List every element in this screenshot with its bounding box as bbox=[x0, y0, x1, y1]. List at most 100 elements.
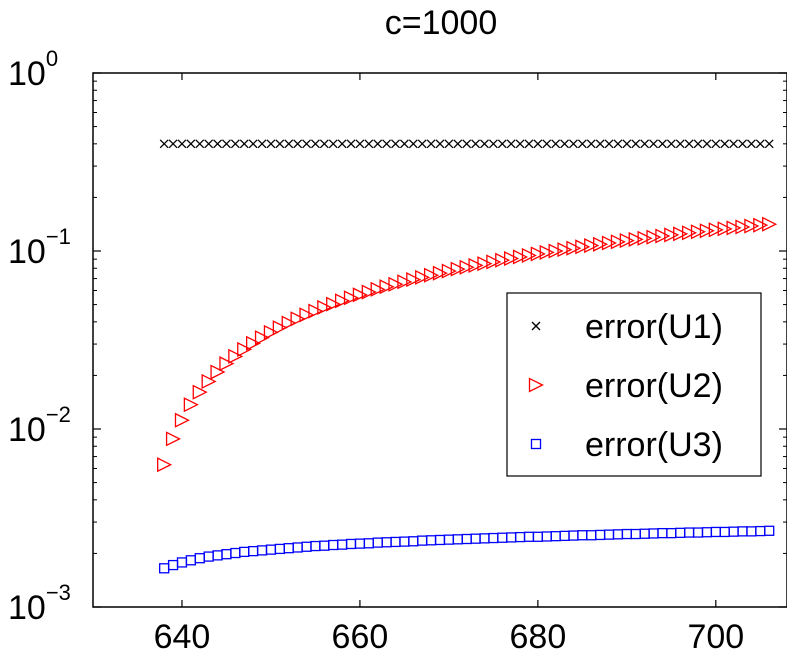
data-point bbox=[515, 139, 525, 149]
data-point bbox=[711, 139, 721, 149]
data-point bbox=[471, 139, 481, 149]
data-point bbox=[521, 247, 537, 264]
data-point bbox=[681, 225, 698, 241]
data-point bbox=[326, 296, 342, 312]
data-point bbox=[495, 252, 511, 268]
x-tick-label: 680 bbox=[510, 618, 567, 654]
series-1 bbox=[159, 139, 774, 149]
data-point bbox=[628, 231, 644, 247]
data-point bbox=[664, 227, 680, 243]
data-point bbox=[423, 267, 440, 283]
data-point bbox=[168, 139, 178, 149]
data-point bbox=[213, 139, 223, 149]
data-point bbox=[646, 229, 662, 245]
data-point bbox=[399, 139, 409, 149]
data-point bbox=[601, 235, 618, 251]
data-point bbox=[290, 311, 306, 327]
data-point bbox=[370, 281, 386, 297]
data-point bbox=[272, 320, 288, 336]
data-point bbox=[361, 284, 377, 300]
data-point bbox=[157, 457, 173, 473]
data-point bbox=[195, 139, 205, 149]
legend: error(U1) error(U2) error(U3) bbox=[506, 292, 762, 477]
data-point bbox=[738, 139, 747, 149]
legend-box bbox=[506, 292, 762, 477]
data-point bbox=[165, 431, 182, 447]
data-point bbox=[408, 139, 418, 149]
legend-marker bbox=[531, 321, 541, 331]
data-point bbox=[631, 139, 641, 149]
data-point bbox=[210, 364, 226, 380]
data-point bbox=[657, 139, 667, 149]
data-point bbox=[192, 384, 208, 400]
data-point bbox=[337, 139, 347, 149]
data-point bbox=[764, 525, 775, 536]
data-point bbox=[755, 139, 765, 149]
data-point bbox=[524, 139, 534, 149]
data-point bbox=[204, 139, 214, 149]
data-point bbox=[708, 222, 724, 238]
data-point bbox=[504, 250, 520, 267]
data-point bbox=[468, 257, 484, 273]
data-point bbox=[512, 249, 529, 265]
data-point bbox=[746, 139, 756, 149]
legend-marker bbox=[530, 438, 542, 450]
data-point bbox=[352, 287, 368, 303]
data-point bbox=[246, 335, 262, 351]
data-point bbox=[308, 303, 324, 319]
y-tick-label: 10−2 bbox=[8, 402, 71, 449]
data-point bbox=[595, 139, 605, 149]
series-3 bbox=[159, 525, 775, 574]
data-point bbox=[266, 139, 276, 149]
data-point bbox=[717, 221, 733, 237]
data-point bbox=[426, 139, 436, 149]
data-point bbox=[577, 139, 587, 149]
series-layer bbox=[157, 139, 778, 574]
data-point bbox=[655, 228, 671, 244]
data-point bbox=[284, 139, 294, 149]
x-tick-label: 660 bbox=[332, 618, 389, 654]
data-point bbox=[566, 240, 582, 256]
data-point bbox=[542, 139, 552, 149]
data-point bbox=[693, 139, 703, 149]
data-point bbox=[593, 236, 609, 252]
data-point bbox=[551, 139, 561, 149]
data-point bbox=[237, 341, 253, 357]
data-point bbox=[666, 139, 676, 149]
data-point bbox=[364, 139, 374, 149]
y-tick-label: 10−3 bbox=[8, 580, 71, 627]
x-tick-label: 700 bbox=[687, 618, 744, 654]
data-point bbox=[533, 139, 543, 149]
data-point bbox=[539, 244, 555, 260]
data-point bbox=[355, 139, 365, 149]
data-point bbox=[575, 239, 591, 255]
legend-marker bbox=[528, 377, 544, 393]
data-point bbox=[343, 290, 359, 306]
y-tick-label: 100 bbox=[8, 46, 58, 93]
data-point bbox=[548, 243, 564, 259]
data-point bbox=[257, 139, 267, 149]
data-point bbox=[334, 293, 351, 309]
data-point bbox=[610, 234, 626, 250]
y-tick-exponent: 0 bbox=[46, 46, 58, 71]
data-point bbox=[319, 139, 329, 149]
data-point bbox=[435, 139, 445, 149]
data-point bbox=[675, 139, 685, 149]
data-point bbox=[586, 139, 596, 149]
data-point bbox=[183, 397, 199, 413]
data-point bbox=[230, 139, 240, 149]
data-point bbox=[649, 139, 658, 149]
data-point bbox=[702, 139, 712, 149]
data-point bbox=[569, 139, 578, 149]
y-tick-base: 10 bbox=[8, 411, 46, 449]
data-point bbox=[480, 139, 489, 149]
legend-label: error(U3) bbox=[585, 426, 723, 464]
data-point bbox=[328, 139, 338, 149]
data-point bbox=[735, 219, 751, 235]
data-point bbox=[406, 272, 422, 288]
data-point bbox=[373, 139, 383, 149]
data-point bbox=[317, 299, 333, 315]
y-tick-exponent: −3 bbox=[46, 580, 71, 605]
data-point bbox=[726, 220, 742, 236]
data-point bbox=[432, 265, 448, 281]
